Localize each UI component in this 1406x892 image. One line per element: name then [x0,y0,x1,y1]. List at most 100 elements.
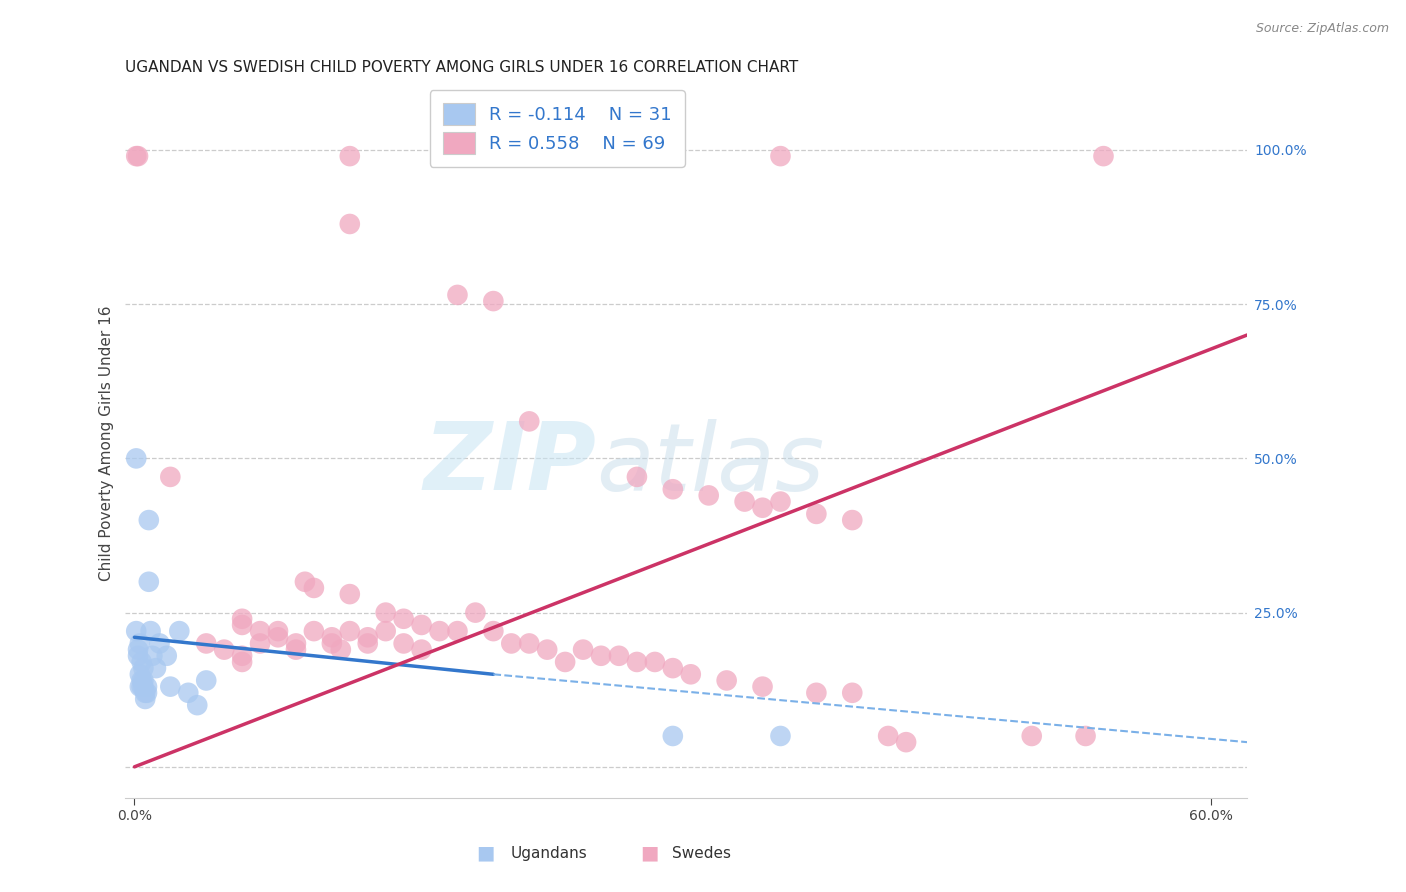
Point [429,624,451,639]
Point [284,636,307,650]
Point [734,494,756,508]
Point [156,648,179,663]
Point [128,667,150,681]
Point [141,648,163,663]
Point [139,624,162,639]
Point [806,686,828,700]
Point [662,729,685,743]
Point [138,574,160,589]
Point [159,680,181,694]
Point [231,618,253,632]
Point [662,661,685,675]
Point [136,686,159,700]
Point [662,482,685,496]
Point [841,513,863,527]
Point [374,624,396,639]
Point [131,673,153,688]
Text: Swedes: Swedes [672,847,731,861]
Point [127,648,149,663]
Point [679,667,702,681]
Point [589,648,612,663]
Point [339,217,361,231]
Point [697,488,720,502]
Point [877,729,900,743]
Point [339,149,361,163]
Point [411,618,433,632]
Point [195,636,218,650]
Text: atlas: atlas [596,418,825,509]
Point [446,624,468,639]
Point [231,655,253,669]
Point [177,686,200,700]
Point [321,630,343,644]
Point [626,655,648,669]
Point [169,624,191,639]
Point [339,587,361,601]
Point [554,655,576,669]
Point [769,149,792,163]
Point [1074,729,1097,743]
Point [339,624,361,639]
Point [159,470,181,484]
Point [127,149,149,163]
Point [374,606,396,620]
Point [751,680,773,694]
Point [321,636,343,650]
Point [482,294,505,309]
Text: ZIP: ZIP [423,418,596,510]
Point [231,648,253,663]
Point [231,612,253,626]
Text: UGANDAN VS SWEDISH CHILD POVERTY AMONG GIRLS UNDER 16 CORRELATION CHART: UGANDAN VS SWEDISH CHILD POVERTY AMONG G… [125,60,799,75]
Point [357,630,380,644]
Point [517,414,540,428]
Point [127,642,149,657]
Point [411,642,433,657]
Point [284,642,307,657]
Point [128,680,150,694]
Legend: R = -0.114    N = 31, R = 0.558    N = 69: R = -0.114 N = 31, R = 0.558 N = 69 [430,90,685,167]
Text: Source: ZipAtlas.com: Source: ZipAtlas.com [1256,22,1389,36]
Point [125,624,148,639]
Point [644,655,666,669]
Point [212,642,235,657]
Point [294,574,316,589]
Point [131,655,153,669]
Point [482,624,505,639]
Point [446,288,468,302]
Point [134,686,156,700]
Point [302,581,325,595]
Point [148,636,170,650]
Point [134,692,156,706]
Point [195,673,218,688]
Point [138,513,160,527]
Point [1021,729,1043,743]
Point [125,149,148,163]
Point [517,636,540,650]
Point [249,636,271,650]
Point [1092,149,1115,163]
Point [572,642,595,657]
Point [894,735,917,749]
Point [128,636,150,650]
Point [626,470,648,484]
Point [132,661,155,675]
Point [267,624,290,639]
Point [186,698,208,713]
Point [716,673,738,688]
Point [841,686,863,700]
Point [145,661,167,675]
Point [329,642,352,657]
Point [751,500,773,515]
Point [357,636,380,650]
Point [806,507,828,521]
Y-axis label: Child Poverty Among Girls Under 16: Child Poverty Among Girls Under 16 [100,305,114,581]
Point [136,680,159,694]
Point [267,630,290,644]
Text: ■: ■ [475,843,495,862]
Point [249,624,271,639]
Point [769,729,792,743]
Point [125,451,148,466]
Point [131,680,153,694]
Point [769,494,792,508]
Point [302,624,325,639]
